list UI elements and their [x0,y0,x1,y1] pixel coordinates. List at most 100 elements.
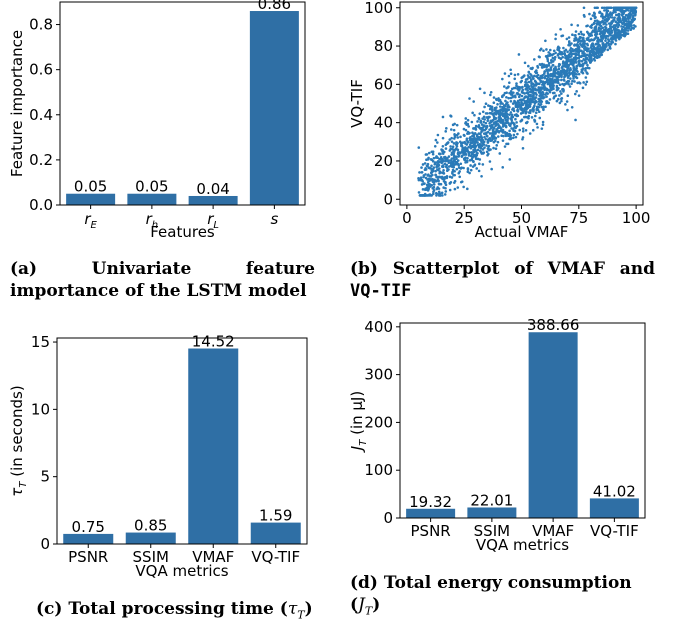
scatter-point [555,88,559,92]
scatter-point [505,111,508,115]
scatter-point [531,76,534,79]
scatter-point [558,101,562,105]
scatter-point [523,106,527,110]
scatter-point [540,94,544,97]
scatter-point [435,187,439,191]
scatter-point [425,153,429,156]
scatter-point [477,132,481,135]
scatter-point [555,99,559,103]
scatter-point [575,73,578,76]
scatter-point [593,12,596,16]
bar-VMAF [188,348,239,544]
scatter-point [481,110,485,114]
scatter-point [550,86,554,90]
scatter-point [441,164,445,167]
scatter-point [466,122,470,126]
scatter-point [468,171,471,175]
scatter-point [569,46,573,50]
scatter-point [543,70,546,74]
scatter-point [547,88,550,92]
scatter-point [442,169,445,172]
x-axis-label: Actual VMAF [475,223,569,241]
scatter-point [446,157,449,160]
scatter-point [588,12,591,16]
scatter-point [473,149,477,153]
scatter-point [595,22,599,25]
scatter-point [500,134,503,137]
scatter-point [528,111,532,115]
scatter-point [533,114,537,118]
scatter-point [551,63,555,67]
scatter-point [626,16,629,20]
scatter-point [527,64,530,68]
scatter-point [472,134,476,138]
y-tick-label: 0.6 [29,61,53,79]
scatter-point [429,167,433,170]
scatter-point [634,9,637,12]
scatter-point [596,36,600,40]
scatter-point [489,124,493,128]
scatter-point [448,149,452,152]
scatter-point [425,164,429,168]
scatter-point [606,18,610,22]
scatter-point [608,12,611,16]
scatter-point [535,82,539,85]
scatter-point [482,115,486,119]
scatter-point [464,121,467,125]
scatter-point [548,98,552,101]
y-tick-label: 15 [31,333,50,351]
scatter-point [542,105,545,109]
scatter-point [480,138,484,142]
scatter-point [557,71,561,75]
scatter-point [471,131,474,135]
scatter-point [495,128,499,132]
scatter-point [545,91,548,95]
scatter-point [467,151,470,154]
scatter-point [601,19,604,23]
x-tick-label: 100 [622,209,651,227]
scatter-point [418,171,421,174]
scatter-point [503,145,507,148]
scatter-point [585,47,589,50]
scatter-point [505,102,508,106]
bar-VQ-TIF [250,522,301,544]
scatter-point [628,22,632,26]
scatter-point [594,25,598,28]
scatter-point [439,152,442,156]
scatter-point [565,37,569,41]
scatter-point [519,106,522,110]
scatter-point [484,132,487,136]
scatter-point [498,152,502,155]
scatter-point [515,113,519,117]
scatter-point [611,11,615,14]
scatter-point [621,17,625,21]
scatter-point [585,30,589,34]
scatter-point [431,152,435,156]
scatter-point [554,33,558,36]
scatter-point [417,191,421,194]
caption-c-suffix: ) [304,599,313,619]
scatter-point [623,27,627,30]
scatter-point [490,167,493,171]
scatter-point [578,39,582,43]
y-tick-label: 20 [374,152,393,170]
scatter-point [589,60,592,64]
y-tick-label: 0 [383,190,393,208]
scatter-point [558,94,561,97]
scatter-point [550,80,554,84]
scatter-point [486,141,490,144]
scatter-point [481,126,485,130]
caption-d-math: J [358,595,365,615]
scatter-point [480,130,483,134]
scatter-point [555,72,558,75]
scatter-point [600,39,604,43]
x-tick-label: PSNR [68,548,108,566]
scatter-point [486,119,490,123]
scatter-point [501,102,504,105]
scatter-point [432,156,436,160]
scatter-point [554,80,558,84]
scatter-point [455,155,458,158]
scatter-point [494,124,497,128]
scatter-point [598,22,602,26]
scatter-point [438,175,442,179]
